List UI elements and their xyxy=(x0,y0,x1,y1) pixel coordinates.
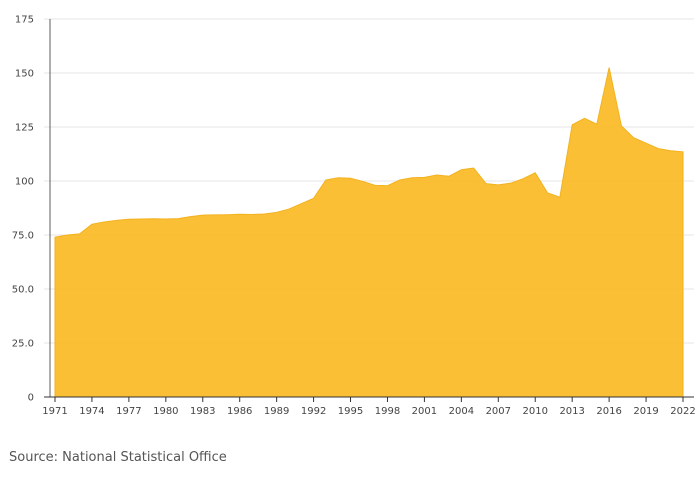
data-point-1992[interactable] xyxy=(312,197,315,200)
data-point-1999[interactable] xyxy=(398,178,401,181)
y-tick-label: 75.0 xyxy=(12,231,34,242)
data-point-1994[interactable] xyxy=(337,176,340,179)
data-point-1971[interactable] xyxy=(54,236,57,239)
data-point-1972[interactable] xyxy=(66,234,69,237)
data-point-2021[interactable] xyxy=(669,149,672,152)
x-tick-label: 1974 xyxy=(79,406,104,417)
x-tick-label: 2004 xyxy=(449,406,474,417)
x-tick-label: 2019 xyxy=(633,406,658,417)
data-point-2010[interactable] xyxy=(534,171,537,174)
x-tick-label: 2007 xyxy=(486,406,511,417)
data-point-1993[interactable] xyxy=(324,178,327,181)
data-point-1976[interactable] xyxy=(115,219,118,222)
data-point-2002[interactable] xyxy=(435,173,438,176)
x-tick-label: 1995 xyxy=(338,406,363,417)
y-tick-label: 50.0 xyxy=(12,285,34,296)
data-point-1987[interactable] xyxy=(251,213,254,216)
data-point-1988[interactable] xyxy=(263,213,266,216)
y-tick-label: 25.0 xyxy=(12,339,34,350)
data-point-2020[interactable] xyxy=(657,147,660,150)
data-point-2016[interactable] xyxy=(608,66,611,69)
data-point-2001[interactable] xyxy=(423,176,426,179)
data-point-2022[interactable] xyxy=(682,150,685,153)
data-point-1979[interactable] xyxy=(152,217,155,220)
y-tick-label: 0 xyxy=(28,393,34,404)
data-point-1985[interactable] xyxy=(226,213,229,216)
data-point-2011[interactable] xyxy=(546,191,549,194)
data-point-1974[interactable] xyxy=(90,223,93,226)
x-tick-label: 1998 xyxy=(375,406,400,417)
data-point-2007[interactable] xyxy=(497,183,500,186)
data-point-1996[interactable] xyxy=(361,180,364,183)
data-point-2004[interactable] xyxy=(460,168,463,171)
y-tick-label: 100 xyxy=(15,177,34,188)
data-point-1975[interactable] xyxy=(103,221,106,224)
y-tick-label: 175 xyxy=(15,15,34,26)
data-point-1989[interactable] xyxy=(275,211,278,214)
data-point-1980[interactable] xyxy=(164,218,167,221)
data-point-2012[interactable] xyxy=(558,196,561,199)
x-tick-label: 1977 xyxy=(116,406,141,417)
data-point-1990[interactable] xyxy=(287,208,290,211)
data-point-1995[interactable] xyxy=(349,177,352,180)
x-tick-label: 2001 xyxy=(412,406,437,417)
data-point-2014[interactable] xyxy=(583,117,586,120)
area-layer xyxy=(54,67,684,398)
data-point-2009[interactable] xyxy=(521,177,524,180)
data-point-2019[interactable] xyxy=(645,142,648,145)
data-point-1986[interactable] xyxy=(238,213,241,216)
data-point-1997[interactable] xyxy=(374,184,377,187)
data-point-2008[interactable] xyxy=(509,182,512,185)
data-point-1973[interactable] xyxy=(78,232,81,235)
data-point-2018[interactable] xyxy=(632,136,635,139)
y-tick-label: 150 xyxy=(15,69,34,80)
x-tick-label: 2010 xyxy=(523,406,548,417)
x-tick-label: 1989 xyxy=(264,406,289,417)
x-tick-label: 1980 xyxy=(153,406,178,417)
data-point-1982[interactable] xyxy=(189,215,192,218)
data-point-2000[interactable] xyxy=(411,176,414,179)
data-point-2013[interactable] xyxy=(571,123,574,126)
x-tick-label: 1986 xyxy=(227,406,252,417)
data-point-1998[interactable] xyxy=(386,184,389,187)
x-tick-label: 2016 xyxy=(596,406,621,417)
x-axis: 1971 1974 1977 1980 1983 1986 1989 1992 1995 1998… xyxy=(42,19,696,417)
x-tick-label: 2013 xyxy=(559,406,584,417)
x-tick-label: 1971 xyxy=(42,406,67,417)
data-point-2015[interactable] xyxy=(595,123,598,126)
x-tick-label: 1992 xyxy=(301,406,326,417)
data-point-1977[interactable] xyxy=(127,218,130,221)
data-point-1983[interactable] xyxy=(201,214,204,217)
y-tick-label: 125 xyxy=(15,123,34,134)
y-axis-tick-labels: 0 25.0 50.0 75.0 100 125 150 175 xyxy=(12,15,34,404)
data-point-1984[interactable] xyxy=(214,213,217,216)
x-tick-label: 1983 xyxy=(190,406,215,417)
data-point-1991[interactable] xyxy=(300,202,303,205)
data-point-2017[interactable] xyxy=(620,124,623,127)
data-point-2006[interactable] xyxy=(484,182,487,185)
area-series xyxy=(54,67,684,398)
source-note: Source: National Statistical Office xyxy=(9,450,227,465)
data-point-1981[interactable] xyxy=(177,217,180,220)
data-point-2003[interactable] xyxy=(448,175,451,178)
data-point-1978[interactable] xyxy=(140,218,143,221)
data-point-2005[interactable] xyxy=(472,167,475,170)
x-tick-label: 2022 xyxy=(670,406,695,417)
